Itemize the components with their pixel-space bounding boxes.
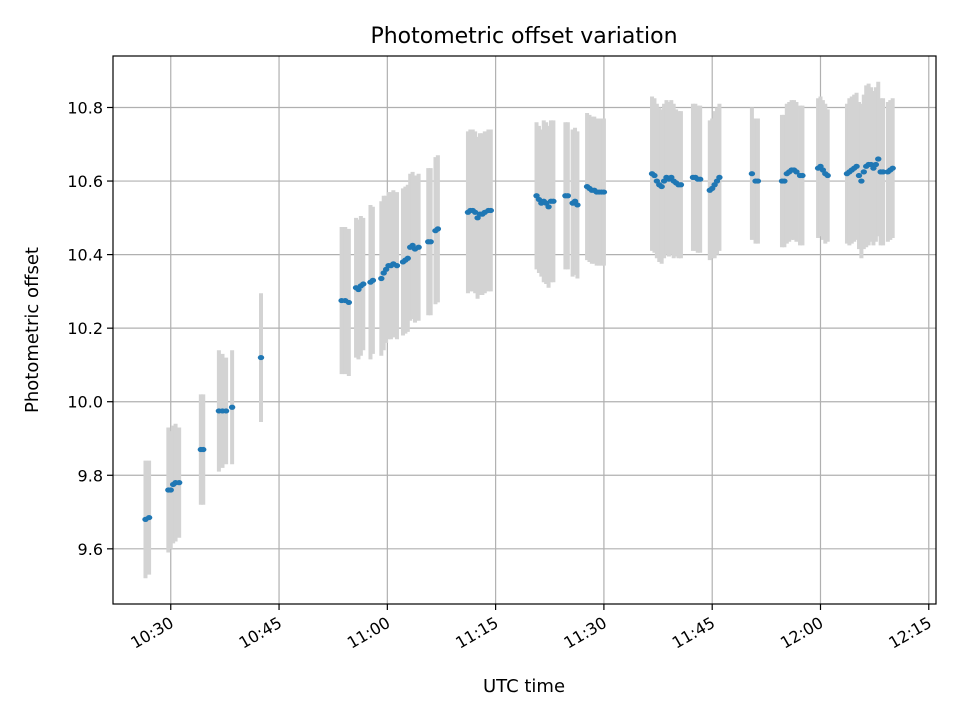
chart-title: Photometric offset variation (370, 24, 677, 49)
plot-frame (112, 55, 937, 605)
data-point (600, 189, 608, 195)
y-tick-label: 10.8 (67, 98, 103, 117)
y-tick-label: 10.0 (67, 393, 103, 412)
data-point (257, 354, 265, 361)
data-point (415, 244, 422, 250)
data-point (369, 277, 377, 283)
data-point (471, 209, 479, 215)
data-point (651, 172, 658, 179)
data-point (404, 255, 411, 261)
data-point (748, 171, 756, 177)
data-point (860, 169, 868, 175)
data-point (378, 275, 385, 282)
data-point (200, 446, 207, 453)
data-point (564, 193, 572, 199)
y-axis-label: Photometric offset (22, 247, 43, 413)
y-tick-label: 9.8 (78, 466, 103, 485)
x-axis-label: UTC time (483, 676, 565, 697)
data-point (487, 207, 495, 214)
data-point (754, 178, 762, 184)
data-point (799, 172, 806, 179)
data-point (853, 163, 860, 169)
y-tick-label: 10.2 (67, 319, 103, 338)
data-point (793, 169, 800, 175)
data-point (658, 183, 665, 190)
data-point (574, 202, 581, 208)
y-tick-label: 9.6 (78, 540, 103, 559)
data-point (855, 172, 863, 179)
data-point (879, 169, 887, 175)
grid-layer (113, 56, 936, 604)
data-point (781, 178, 788, 184)
data-point (716, 174, 723, 180)
data-point (550, 198, 557, 204)
data-point (393, 263, 401, 269)
data-point (677, 182, 685, 188)
data-point (167, 487, 174, 493)
data-point (175, 480, 183, 486)
data-point (889, 165, 896, 171)
data-point (872, 161, 880, 168)
data-point (427, 239, 434, 245)
data-point (434, 226, 442, 232)
data-point (222, 408, 230, 414)
data-point (228, 404, 236, 410)
data-point (875, 156, 882, 162)
data-point (696, 176, 704, 182)
data-point (545, 204, 552, 210)
data-point (824, 172, 831, 179)
data-point (360, 281, 367, 287)
data-point (345, 299, 353, 306)
data-point (145, 514, 153, 521)
point-layer (142, 156, 896, 523)
y-tick-label: 10.4 (67, 246, 103, 265)
y-tick-label: 10.6 (67, 172, 103, 191)
data-point (858, 178, 865, 184)
